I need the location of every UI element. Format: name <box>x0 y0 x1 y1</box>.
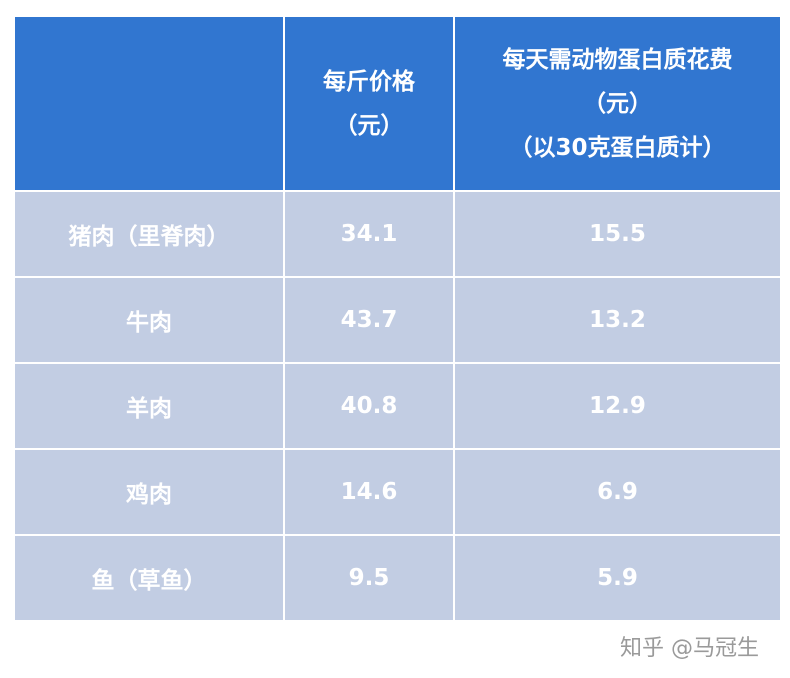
header-text: （元） <box>583 90 652 117</box>
table-cell: 34.1 <box>285 192 453 276</box>
watermark: 知乎 @马冠生 <box>620 636 759 661</box>
table-cell: 13.2 <box>455 278 780 362</box>
table-cell: 6.9 <box>455 450 780 534</box>
table-cell: 14.6 <box>285 450 453 534</box>
table-cell: 猪肉（里脊肉） <box>15 192 283 276</box>
table-cell: 羊肉 <box>15 364 283 448</box>
header-text: （以30克蛋白质计） <box>509 134 726 161</box>
table-cell: 12.9 <box>455 364 780 448</box>
table-cell: 9.5 <box>285 536 453 620</box>
header-cell: 每天需动物蛋白质花费 （元） （以30克蛋白质计） <box>455 17 780 190</box>
table-cell: 鸡肉 <box>15 450 283 534</box>
header-text: 每斤价格 <box>323 68 415 95</box>
table-cell: 40.8 <box>285 364 453 448</box>
table-cell: 43.7 <box>285 278 453 362</box>
table-cell: 牛肉 <box>15 278 283 362</box>
table-cell: 5.9 <box>455 536 780 620</box>
header-text: 每天需动物蛋白质花费 <box>502 46 733 73</box>
table-cell: 鱼（草鱼） <box>15 536 283 620</box>
header-cell: 每斤价格 （元） <box>285 17 453 190</box>
table-cell: 15.5 <box>455 192 780 276</box>
header-text: （元） <box>334 112 404 139</box>
header-cell <box>15 17 283 190</box>
